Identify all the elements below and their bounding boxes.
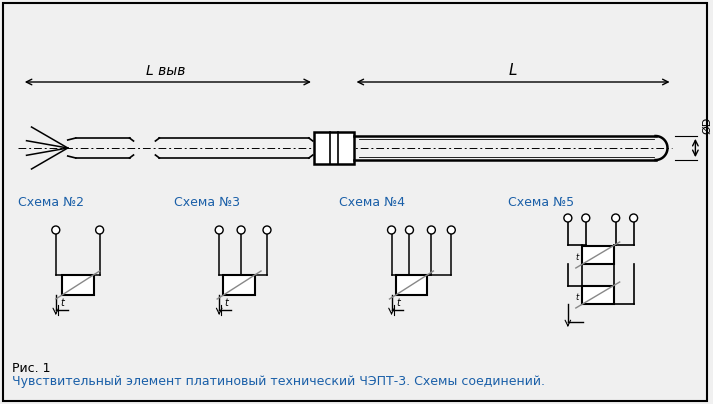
Circle shape — [237, 226, 245, 234]
Text: Схема №5: Схема №5 — [508, 196, 574, 209]
Text: t: t — [396, 298, 401, 308]
Circle shape — [388, 226, 396, 234]
Circle shape — [215, 226, 223, 234]
Circle shape — [406, 226, 414, 234]
Bar — [582, 246, 614, 264]
Circle shape — [630, 214, 637, 222]
Text: t: t — [576, 292, 579, 301]
Text: Схема №2: Схема №2 — [18, 196, 84, 209]
Circle shape — [582, 214, 590, 222]
Bar — [582, 286, 614, 304]
Text: L выв: L выв — [146, 64, 185, 78]
Bar — [62, 275, 93, 295]
Text: t: t — [576, 252, 579, 261]
Text: Чувствительный элемент платиновый технический ЧЭПТ-3. Схемы соединений.: Чувствительный элемент платиновый технич… — [12, 375, 545, 388]
Circle shape — [96, 226, 103, 234]
Text: t: t — [224, 298, 228, 308]
Circle shape — [612, 214, 620, 222]
Text: ØD: ØD — [702, 117, 712, 134]
Text: t: t — [61, 298, 65, 308]
Circle shape — [52, 226, 60, 234]
Text: Схема №3: Схема №3 — [175, 196, 240, 209]
Circle shape — [427, 226, 436, 234]
Circle shape — [263, 226, 271, 234]
Bar — [314, 132, 354, 164]
Text: Схема №4: Схема №4 — [339, 196, 405, 209]
Text: L: L — [509, 63, 518, 78]
Circle shape — [447, 226, 456, 234]
Bar — [223, 275, 255, 295]
Circle shape — [564, 214, 572, 222]
Text: Рис. 1: Рис. 1 — [12, 362, 51, 375]
Bar — [396, 275, 427, 295]
